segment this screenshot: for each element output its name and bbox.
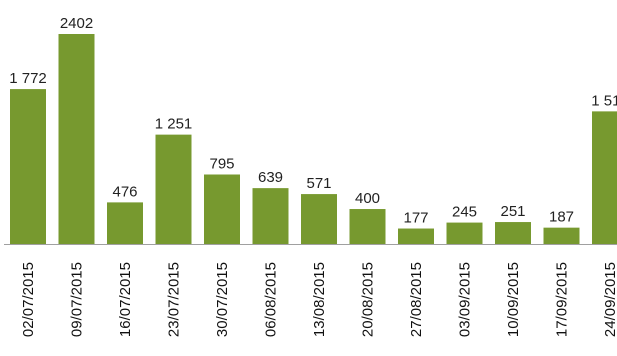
data-label-23/07/2015: 1 251 <box>155 116 193 133</box>
bar-16/07/2015 <box>107 202 143 244</box>
bar-03/09/2015 <box>446 222 483 244</box>
x-tick-label-23/07/2015: 23/07/2015 <box>166 262 183 337</box>
x-tick-label-03/09/2015: 03/09/2015 <box>457 262 474 337</box>
data-label-27/08/2015: 177 <box>403 210 428 227</box>
data-label-03/09/2015: 245 <box>452 204 477 221</box>
bar-23/07/2015 <box>155 134 192 244</box>
data-label-09/07/2015: 2402 <box>60 15 93 32</box>
x-tick-label-02/07/2015: 02/07/2015 <box>20 262 37 337</box>
data-label-13/08/2015: 571 <box>306 175 331 192</box>
x-tick-label-17/09/2015: 17/09/2015 <box>554 262 571 337</box>
tick-labels-group: 02/07/2015 09/07/2015 16/07/2015 23/07/2015… <box>20 262 617 337</box>
x-tick-label-06/08/2015: 06/08/2015 <box>263 262 280 337</box>
bar-09/07/2015 <box>58 34 95 244</box>
x-tick-label-24/09/2015: 24/09/2015 <box>602 262 617 337</box>
value-labels-group: 1 772 2402 476 1 251 795 639 571 400 177 245 251 18… <box>9 15 617 227</box>
data-label-16/07/2015: 476 <box>112 183 137 200</box>
bar-20/08/2015 <box>349 209 386 244</box>
bar-24/09/2015 <box>592 111 617 245</box>
data-label-06/08/2015: 639 <box>258 169 283 186</box>
x-tick-label-30/07/2015: 30/07/2015 <box>214 262 231 337</box>
bar-02/07/2015 <box>10 89 46 244</box>
data-label-10/09/2015: 251 <box>500 203 525 220</box>
data-label-02/07/2015: 1 772 <box>9 70 47 87</box>
data-label-24/09/2015: 1 517 <box>591 92 617 109</box>
bar-06/08/2015 <box>252 188 289 244</box>
x-tick-label-27/08/2015: 27/08/2015 <box>408 262 425 337</box>
data-label-30/07/2015: 795 <box>209 155 234 172</box>
bar-10/09/2015 <box>495 222 531 244</box>
bars-group <box>10 34 617 245</box>
x-tick-label-16/07/2015: 16/07/2015 <box>117 262 134 337</box>
x-tick-label-09/07/2015: 09/07/2015 <box>69 262 86 337</box>
data-label-20/08/2015: 400 <box>355 190 380 207</box>
x-tick-label-20/08/2015: 20/08/2015 <box>360 262 377 337</box>
x-tick-label-10/09/2015: 10/09/2015 <box>505 262 522 337</box>
bar-30/07/2015 <box>204 174 240 244</box>
bar-17/09/2015 <box>543 227 580 244</box>
data-label-17/09/2015: 187 <box>549 209 574 226</box>
x-tick-label-13/08/2015: 13/08/2015 <box>311 262 328 337</box>
bar-27/08/2015 <box>398 228 434 244</box>
bar-13/08/2015 <box>301 194 337 244</box>
